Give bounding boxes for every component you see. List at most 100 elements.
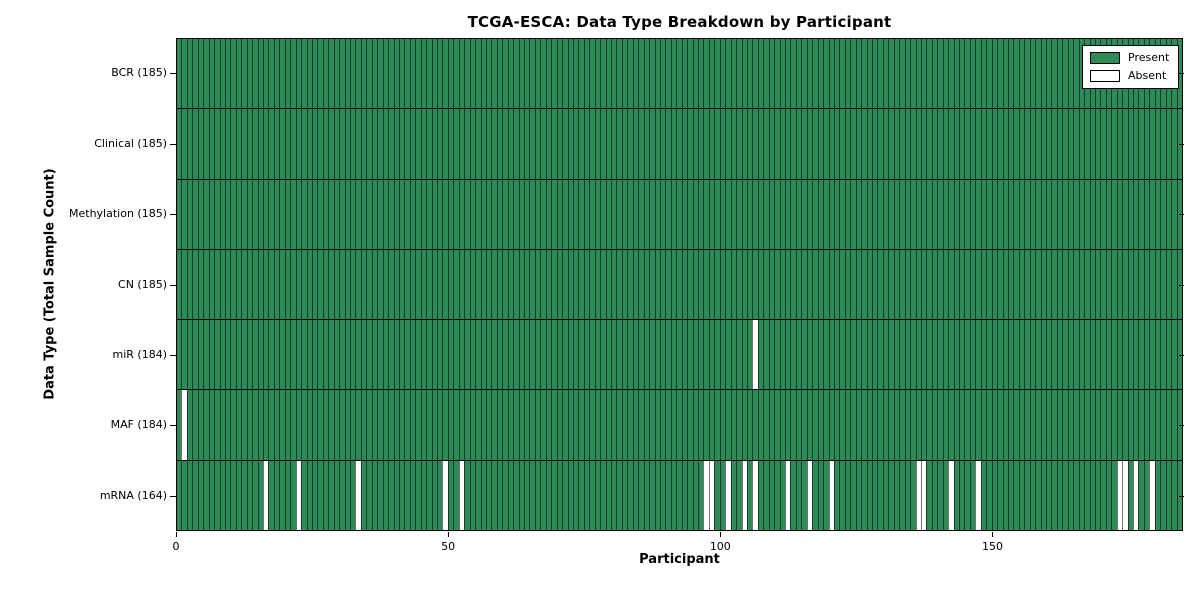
- cell-present: [496, 320, 503, 390]
- cell-present: [594, 320, 601, 390]
- cell-present: [186, 39, 193, 109]
- cell-present: [518, 179, 524, 249]
- cell-present: [649, 109, 655, 179]
- cell-absent: [181, 390, 187, 460]
- cell-present: [1089, 179, 1095, 249]
- cell-present: [1024, 460, 1030, 530]
- cell-present: [420, 320, 427, 390]
- cell-present: [746, 390, 753, 460]
- cell-present: [186, 249, 193, 320]
- cell-present: [790, 39, 796, 109]
- cell-absent: [1116, 460, 1123, 530]
- cell-present: [991, 460, 998, 530]
- cell-present: [1002, 460, 1008, 530]
- cell-present: [518, 39, 524, 109]
- cell-present: [181, 39, 187, 109]
- cell-present: [507, 39, 514, 109]
- cell-present: [975, 390, 981, 460]
- cell-absent: [752, 460, 758, 530]
- cell-present: [1007, 249, 1014, 320]
- cell-present: [882, 109, 889, 179]
- cell-present: [736, 390, 742, 460]
- cell-present: [496, 249, 503, 320]
- cell-present: [1035, 249, 1041, 320]
- cell-present: [534, 249, 541, 320]
- cell-present: [812, 39, 818, 109]
- cell-present: [475, 249, 481, 320]
- cell-present: [524, 320, 530, 390]
- cell-present: [192, 179, 198, 249]
- cell-present: [279, 39, 285, 109]
- cell-present: [583, 39, 590, 109]
- cell-present: [665, 320, 671, 390]
- cell-present: [1067, 460, 1074, 530]
- cell-present: [844, 460, 851, 530]
- cell-present: [322, 39, 329, 109]
- cell-present: [241, 39, 247, 109]
- cell-present: [866, 109, 872, 179]
- cell-present: [893, 109, 900, 179]
- cell-present: [877, 460, 883, 530]
- cell-present: [953, 179, 959, 249]
- cell-present: [779, 109, 785, 179]
- cell-present: [1073, 390, 1079, 460]
- cell-present: [714, 109, 720, 179]
- cell-present: [752, 390, 758, 460]
- cell-present: [589, 390, 595, 460]
- cell-present: [491, 460, 497, 530]
- cell-present: [698, 320, 704, 390]
- cell-present: [562, 179, 568, 249]
- cell-present: [1040, 249, 1046, 320]
- cell-present: [806, 249, 813, 320]
- cell-present: [344, 109, 350, 179]
- cell-present: [643, 390, 650, 460]
- cell-present: [757, 39, 764, 109]
- cell-present: [600, 249, 606, 320]
- cell-present: [817, 320, 824, 390]
- cell-present: [632, 179, 639, 249]
- cell-present: [975, 109, 981, 179]
- cell-present: [1165, 249, 1172, 320]
- cell-present: [676, 109, 682, 179]
- cell-present: [1078, 249, 1085, 320]
- cell-present: [1029, 460, 1036, 530]
- cell-present: [801, 39, 807, 109]
- cell-present: [632, 109, 639, 179]
- cell-present: [959, 390, 965, 460]
- cell-present: [942, 390, 949, 460]
- cell-present: [1111, 390, 1117, 460]
- cell-present: [350, 109, 356, 179]
- cell-present: [730, 39, 737, 109]
- cell-present: [757, 179, 764, 249]
- cell-present: [1062, 249, 1068, 320]
- y-tick-mark: [170, 425, 176, 427]
- cell-present: [480, 39, 486, 109]
- cell-present: [866, 390, 872, 460]
- cell-present: [893, 460, 900, 530]
- cell-present: [746, 109, 753, 179]
- cell-present: [806, 39, 813, 109]
- cell-present: [464, 249, 470, 320]
- cell-present: [246, 39, 253, 109]
- cell-present: [317, 460, 323, 530]
- cell-present: [1089, 320, 1095, 390]
- cell-present: [1122, 179, 1128, 249]
- cell-present: [224, 390, 231, 460]
- cell-present: [997, 249, 1003, 320]
- cell-present: [904, 249, 911, 320]
- cell-present: [1035, 109, 1041, 179]
- cell-present: [698, 39, 704, 109]
- cell-present: [192, 390, 198, 460]
- cell-present: [708, 109, 715, 179]
- cell-present: [839, 320, 845, 390]
- cell-present: [317, 179, 323, 249]
- cell-present: [273, 390, 280, 460]
- cell-present: [377, 109, 383, 179]
- cell-present: [659, 179, 666, 249]
- cell-present: [649, 249, 655, 320]
- cell-present: [953, 320, 959, 390]
- y-tick-mark-right: [1179, 354, 1184, 356]
- cell-present: [458, 320, 465, 390]
- cell-present: [611, 39, 617, 109]
- cell-present: [393, 460, 399, 530]
